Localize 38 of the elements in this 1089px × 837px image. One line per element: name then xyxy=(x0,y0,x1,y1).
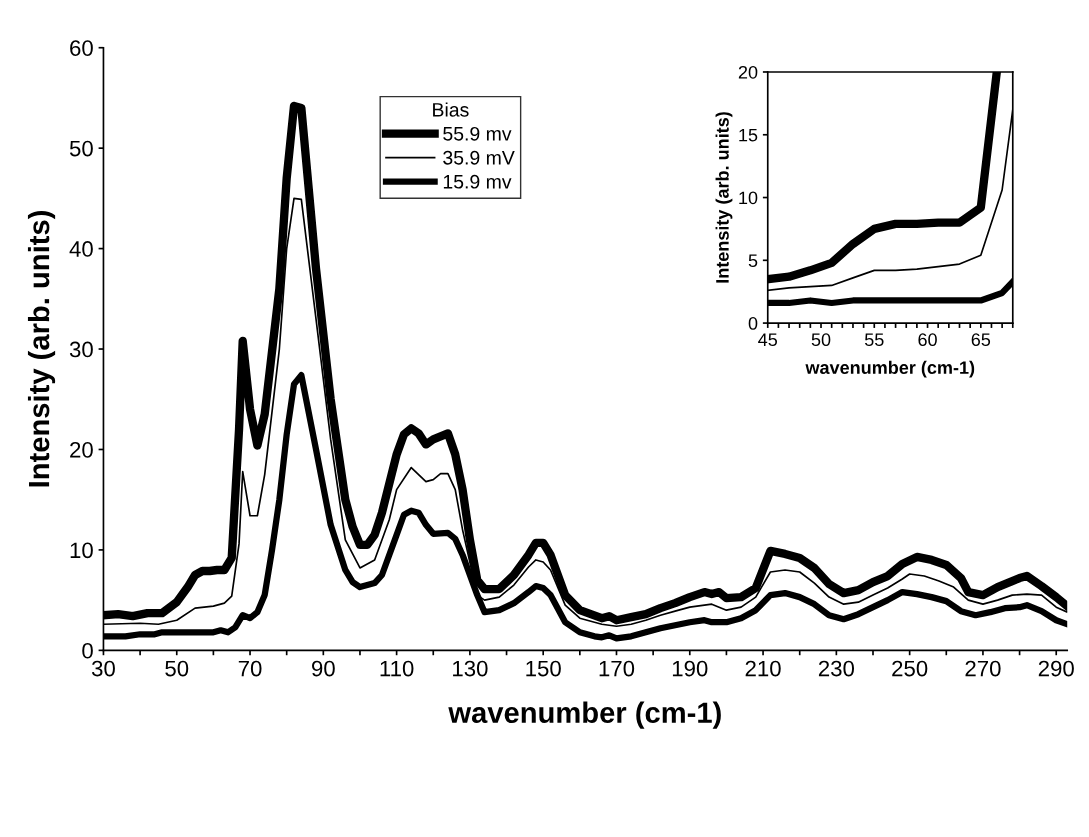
legend-label: 55.9 mv xyxy=(443,126,512,141)
x-tick-label: 110 xyxy=(380,660,414,677)
legend-label: 35.9 mV xyxy=(443,150,515,165)
x-tick-label: 50 xyxy=(165,660,189,677)
y-tick-label: 50 xyxy=(69,140,93,157)
y-tick-label: 60 xyxy=(70,40,93,56)
x-tick-label: 90 xyxy=(312,660,335,677)
x-tick-label: 190 xyxy=(672,660,708,677)
x-axis-title: wavenumber (cm-1) xyxy=(805,360,975,378)
y-tick-label: 5 xyxy=(748,254,758,268)
x-tick-label: 55 xyxy=(864,333,884,347)
x-tick-label: 210 xyxy=(745,660,781,677)
x-tick-label: 50 xyxy=(811,333,831,347)
legend-label: 15.9 mv xyxy=(443,174,512,189)
y-tick-label: 15 xyxy=(739,128,758,142)
x-tick-label: 30 xyxy=(91,660,115,677)
y-tick-label: 40 xyxy=(69,241,93,257)
x-tick-label: 290 xyxy=(1038,660,1074,677)
x-axis-title: wavenumber (cm-1) xyxy=(448,701,721,729)
x-tick-label: 70 xyxy=(238,660,262,677)
x-tick-label: 150 xyxy=(526,660,561,677)
legend-title: Bias xyxy=(433,102,469,117)
y-tick-label: 0 xyxy=(82,642,93,659)
x-tick-label: 270 xyxy=(965,660,1001,677)
x-tick-label: 60 xyxy=(918,333,937,347)
y-axis-title: Intensity (arb. units) xyxy=(27,211,56,487)
y-tick-label: 20 xyxy=(738,65,758,79)
y-tick-label: 0 xyxy=(748,317,758,330)
x-tick-label: 170 xyxy=(599,660,635,677)
x-tick-label: 130 xyxy=(453,660,488,677)
x-tick-label: 65 xyxy=(971,333,991,347)
x-tick-label: 250 xyxy=(892,660,928,677)
y-tick-label: 10 xyxy=(739,191,758,205)
x-tick-label: 45 xyxy=(758,333,778,347)
y-tick-label: 10 xyxy=(70,542,93,559)
y-axis-title: Intensity (arb. units) xyxy=(715,112,733,283)
x-tick-label: 230 xyxy=(818,660,855,677)
y-tick-label: 20 xyxy=(70,442,93,458)
